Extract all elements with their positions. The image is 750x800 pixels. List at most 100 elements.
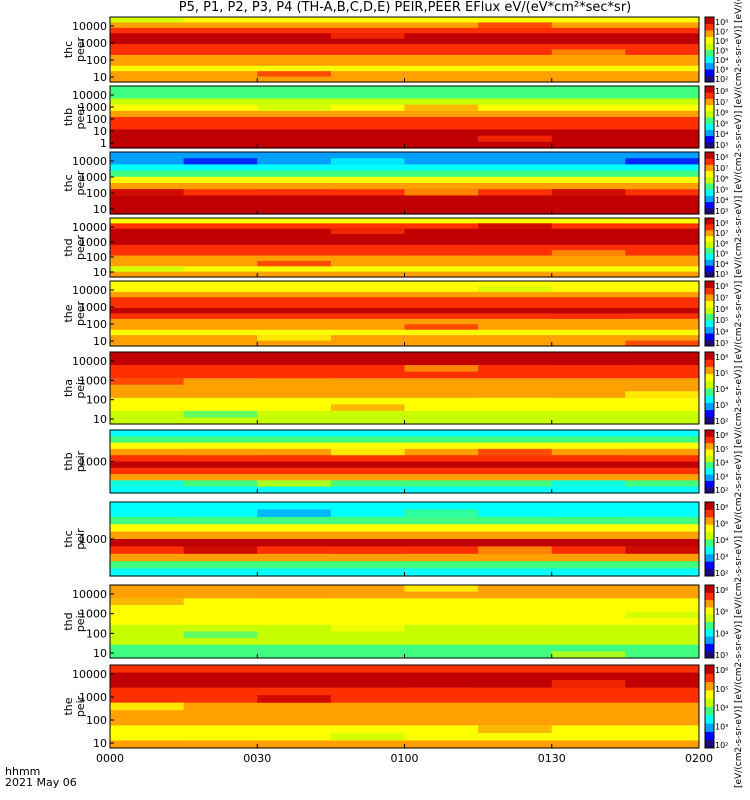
spectrogram-panel: 10000 1000 100 10 thepeir <box>62 664 700 750</box>
colorbar-tick-label: 10³ <box>715 270 728 279</box>
heatmap-band <box>110 631 699 639</box>
heatmap-band <box>110 65 699 72</box>
heatmap-band <box>110 539 699 547</box>
y-tick-label: 100 <box>86 318 107 331</box>
heatmap-band <box>110 702 699 711</box>
colorbar-segment <box>705 36 714 44</box>
colorbar-tick-label: 10⁶ <box>715 239 728 248</box>
colorbar-tick-label: 10⁶ <box>715 431 728 440</box>
heatmap-cell <box>110 266 184 272</box>
colorbar-segment <box>705 461 714 469</box>
panel-ylabel: thbpeer <box>62 104 87 130</box>
colorbar-segment <box>705 123 714 130</box>
heatmap-cell <box>330 624 405 632</box>
heatmap-band <box>110 553 699 562</box>
heatmap-cell <box>183 410 258 418</box>
colorbar-tick-label: 10⁴ <box>715 459 728 468</box>
colorbar-tick-label: 10⁸ <box>715 18 728 27</box>
colorbar-segment <box>705 235 714 243</box>
colorbar-segment <box>705 307 714 314</box>
colorbar-segment <box>705 502 714 510</box>
colorbar-segment <box>705 480 714 488</box>
colorbar-tick-label: 10³ <box>715 207 728 216</box>
colorbar-segment <box>705 241 714 248</box>
heatmap-band <box>110 266 699 273</box>
y-tick-label: 10000 <box>72 20 107 33</box>
heatmap-cell <box>404 480 479 487</box>
heatmap-cell <box>551 189 626 196</box>
spectrogram-panel: 10000 1000 100 10 thapeir <box>62 351 700 426</box>
colorbar-segment <box>705 698 714 707</box>
spectrogram-panel: 10000 1000 100 10 thcpeer <box>62 151 700 216</box>
colorbar-tick-label: 10³ <box>715 722 728 731</box>
heatmap-cell <box>404 687 479 696</box>
heatmap-cell <box>404 585 479 592</box>
panel-ylabel: thepeir <box>62 695 87 717</box>
colorbar-segment <box>705 313 714 321</box>
colorbar-segment <box>705 152 714 159</box>
heatmap-cell <box>183 546 258 554</box>
y-tick-label: 100 <box>86 394 107 407</box>
heatmap-band <box>110 502 699 510</box>
heatmap-band <box>110 239 699 246</box>
heatmap-cell <box>478 223 552 229</box>
heatmap-band <box>110 384 699 392</box>
colorbar-segment <box>705 218 714 225</box>
date-label: 2021 May 06 <box>5 776 77 789</box>
colorbar-tick-label: 10⁶ <box>715 175 728 184</box>
colorbar-tick-label: 10⁶ <box>715 109 728 118</box>
y-tick-label: 10000 <box>72 221 107 234</box>
heatmap-band <box>110 183 699 190</box>
colorbar-segment <box>705 416 714 425</box>
colorbar-frame <box>704 217 715 278</box>
heatmap-cell <box>478 448 552 456</box>
colorbar-segment <box>705 326 714 334</box>
colorbar-tick-label: 10⁴ <box>715 328 728 337</box>
colorbar-segment <box>705 524 714 533</box>
y-tick-label: 1000 <box>79 374 107 387</box>
heatmap-cell <box>330 546 405 554</box>
colorbar-segment <box>705 176 714 184</box>
colorbar-tick-label: 10⁴ <box>715 629 728 638</box>
colorbar-tick-label: 10² <box>715 75 728 84</box>
colorbar-segment <box>705 409 714 418</box>
spectrogram-panel: 10000 1000 100 10 thcpeer <box>62 16 700 84</box>
heatmap-cell <box>110 598 184 605</box>
colorbar-segment <box>705 673 714 683</box>
heatmap-band <box>110 117 699 124</box>
colorbar-segment <box>705 516 714 525</box>
heatmap-cell <box>478 158 552 165</box>
colorbar-segment <box>705 300 714 308</box>
heatmap-band <box>110 644 699 652</box>
colorbar-segment <box>705 170 714 178</box>
colorbar-segment <box>705 621 714 630</box>
heatmap-band <box>110 291 699 298</box>
y-tick-label: 1000 <box>79 171 107 184</box>
colorbar-segment <box>705 207 714 215</box>
spectrogram-panel: 10000 1000 100 10 thdpeir <box>62 584 700 660</box>
colorbar-segment <box>705 474 714 481</box>
heatmap-cell <box>257 335 331 341</box>
colorbar-frame <box>704 280 715 347</box>
colorbar-segment <box>705 509 714 518</box>
heatmap-band <box>110 38 699 45</box>
y-tick-label: 1000 <box>79 301 107 314</box>
colorbar-segment <box>705 606 714 615</box>
y-tick-label: 10000 <box>72 284 107 297</box>
heatmap-cell <box>625 546 699 554</box>
heatmap-band <box>110 680 699 689</box>
heatmap-band <box>110 176 699 184</box>
y-tick-label: 100 <box>86 714 107 727</box>
colorbar-segment <box>705 599 714 608</box>
heatmap-cell <box>625 611 699 619</box>
colorbar-tick-label: 10⁷ <box>715 28 728 37</box>
heatmap-band <box>110 598 699 606</box>
heatmap-band <box>110 110 699 118</box>
